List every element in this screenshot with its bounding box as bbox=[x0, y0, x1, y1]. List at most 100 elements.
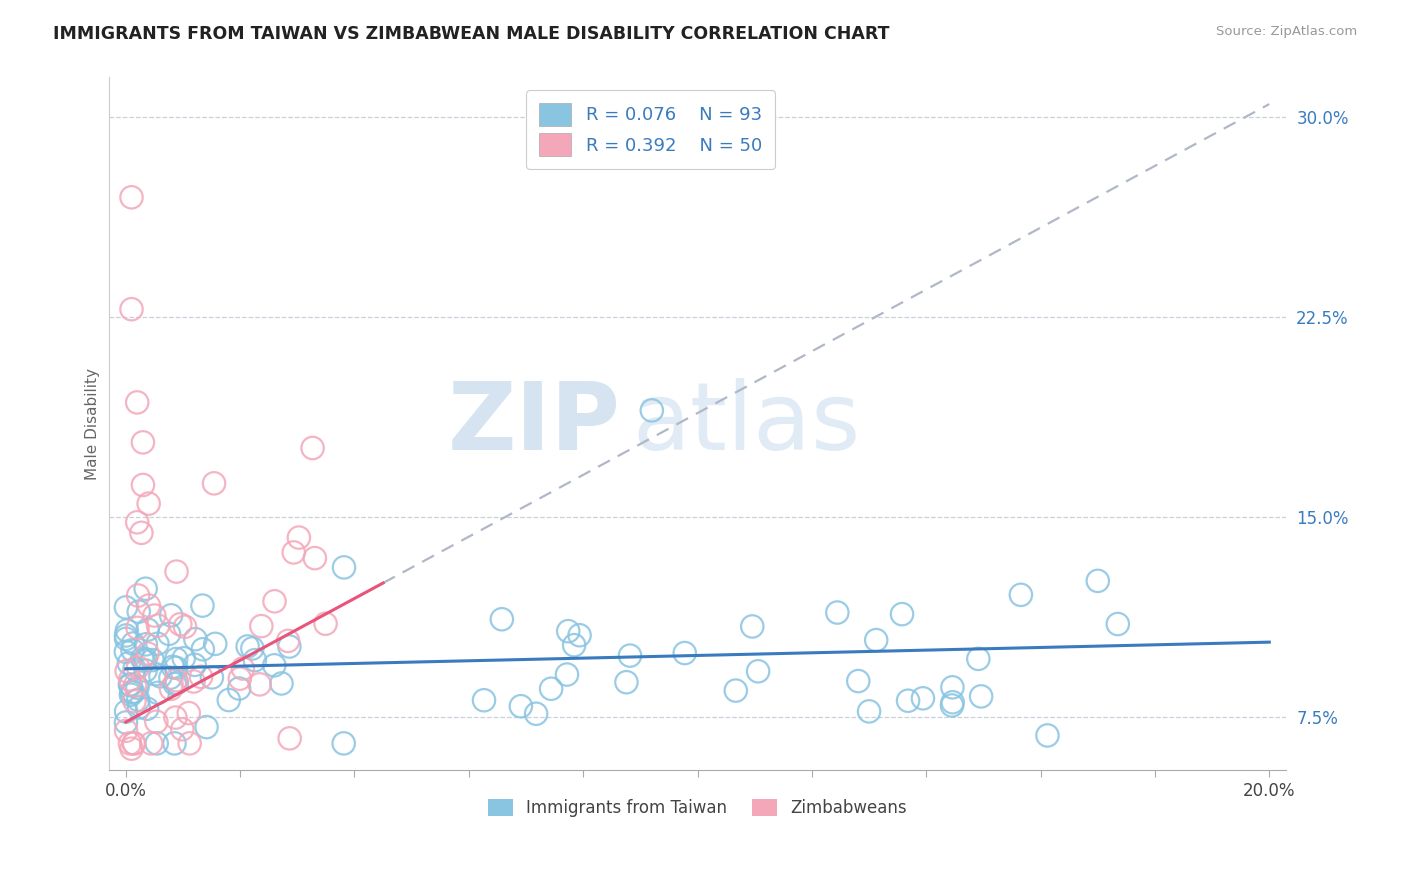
Point bbox=[641, 403, 664, 417]
Point bbox=[967, 652, 990, 666]
Point bbox=[179, 736, 201, 750]
Point bbox=[277, 633, 299, 648]
Point bbox=[118, 657, 141, 671]
Point bbox=[970, 690, 993, 704]
Point bbox=[128, 605, 150, 619]
Point bbox=[165, 661, 187, 675]
Point bbox=[165, 710, 187, 724]
Point bbox=[1036, 728, 1059, 742]
Point bbox=[540, 681, 562, 696]
Point bbox=[827, 606, 849, 620]
Point bbox=[160, 608, 183, 623]
Point bbox=[122, 736, 145, 750]
Point bbox=[229, 672, 252, 686]
Point bbox=[263, 594, 285, 608]
Point bbox=[270, 676, 292, 690]
Point bbox=[121, 741, 143, 756]
Point bbox=[165, 652, 187, 666]
Point bbox=[145, 736, 167, 750]
Point bbox=[124, 694, 146, 708]
Point bbox=[136, 702, 159, 716]
Point bbox=[1010, 588, 1032, 602]
Point bbox=[149, 669, 172, 683]
Point bbox=[333, 560, 356, 574]
Point bbox=[162, 660, 184, 674]
Point bbox=[127, 516, 149, 530]
Point bbox=[115, 723, 138, 738]
Point bbox=[568, 628, 591, 642]
Point bbox=[858, 705, 880, 719]
Point bbox=[127, 681, 149, 695]
Y-axis label: Male Disability: Male Disability bbox=[86, 368, 100, 480]
Point bbox=[124, 678, 146, 692]
Point bbox=[146, 618, 169, 632]
Point bbox=[141, 653, 163, 667]
Point bbox=[121, 190, 143, 204]
Point bbox=[132, 435, 155, 450]
Point bbox=[165, 673, 187, 688]
Point bbox=[131, 525, 153, 540]
Point bbox=[166, 565, 188, 579]
Point bbox=[846, 674, 869, 689]
Point bbox=[135, 582, 157, 596]
Point bbox=[619, 648, 641, 663]
Point bbox=[163, 736, 186, 750]
Point bbox=[118, 736, 141, 750]
Point bbox=[138, 599, 160, 613]
Point bbox=[1107, 617, 1129, 632]
Point bbox=[472, 693, 495, 707]
Point bbox=[911, 691, 934, 706]
Point bbox=[115, 715, 138, 730]
Point bbox=[195, 720, 218, 734]
Point bbox=[673, 646, 696, 660]
Point bbox=[120, 678, 142, 692]
Point bbox=[120, 688, 142, 702]
Point bbox=[288, 531, 311, 545]
Point bbox=[169, 617, 191, 632]
Point bbox=[128, 700, 150, 714]
Point bbox=[249, 677, 271, 691]
Point bbox=[184, 632, 207, 647]
Point bbox=[122, 685, 145, 699]
Point bbox=[121, 643, 143, 657]
Point bbox=[132, 654, 155, 668]
Point bbox=[127, 660, 149, 674]
Point bbox=[202, 476, 225, 491]
Point bbox=[941, 681, 963, 695]
Point bbox=[491, 612, 513, 626]
Point bbox=[138, 497, 160, 511]
Point bbox=[243, 653, 266, 667]
Point bbox=[616, 675, 638, 690]
Point bbox=[304, 551, 326, 566]
Point bbox=[115, 624, 138, 638]
Point bbox=[131, 651, 153, 665]
Point bbox=[183, 657, 205, 672]
Point bbox=[1087, 574, 1109, 588]
Point bbox=[232, 661, 254, 675]
Point bbox=[143, 667, 166, 681]
Point bbox=[115, 600, 138, 615]
Point bbox=[118, 677, 141, 691]
Point bbox=[132, 478, 155, 492]
Point bbox=[204, 637, 226, 651]
Point bbox=[191, 642, 214, 657]
Point bbox=[143, 608, 166, 623]
Text: atlas: atlas bbox=[633, 377, 860, 470]
Point bbox=[146, 686, 169, 700]
Point bbox=[174, 620, 197, 634]
Point bbox=[121, 302, 143, 317]
Point bbox=[145, 714, 167, 729]
Legend: Immigrants from Taiwan, Zimbabweans: Immigrants from Taiwan, Zimbabweans bbox=[481, 792, 914, 824]
Point bbox=[127, 395, 149, 409]
Point bbox=[120, 685, 142, 699]
Point bbox=[724, 683, 747, 698]
Point bbox=[135, 652, 157, 666]
Point bbox=[891, 607, 914, 621]
Point bbox=[236, 640, 259, 654]
Text: ZIP: ZIP bbox=[449, 377, 621, 470]
Point bbox=[942, 695, 965, 709]
Point bbox=[177, 706, 200, 720]
Point bbox=[524, 706, 547, 721]
Point bbox=[557, 624, 579, 639]
Point bbox=[278, 640, 301, 654]
